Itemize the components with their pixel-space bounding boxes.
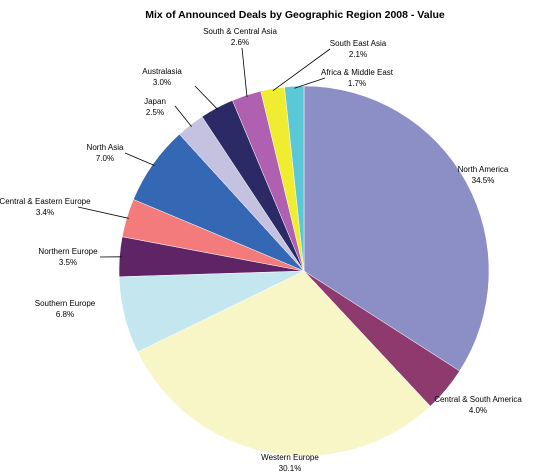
leader-line <box>194 85 219 110</box>
slice-label: Western Europe <box>261 453 319 462</box>
slice-label: Australasia <box>142 67 182 76</box>
leader-line <box>241 47 248 98</box>
pie-slice <box>137 270 431 457</box>
slice-value-label: 3.4% <box>36 208 54 217</box>
slice-value-label: 3.0% <box>153 78 171 87</box>
slice-value-label: 1.7% <box>348 79 366 88</box>
pie-slice <box>303 85 490 372</box>
pie-slice <box>284 85 305 272</box>
slice-value-label: 2.6% <box>231 38 249 47</box>
slice-label: Southern Europe <box>35 299 96 308</box>
slice-value-label: 2.1% <box>349 50 367 59</box>
slice-value-label: 3.5% <box>59 258 77 267</box>
slice-label: Central & Eastern Europe <box>0 197 91 206</box>
slice-value-label: 7.0% <box>96 154 114 163</box>
leader-line <box>77 206 129 219</box>
slice-label: Japan <box>144 97 166 106</box>
leader-line <box>272 48 331 91</box>
slice-label: Africa & Middle East <box>321 68 394 77</box>
slice-value-label: 34.5% <box>472 176 495 185</box>
slice-value-label: 4.0% <box>469 406 487 415</box>
slice-label: Central & South America <box>434 395 522 404</box>
slice-label: South East Asia <box>330 39 387 48</box>
leader-line <box>124 152 155 166</box>
slice-label: North Asia <box>87 143 124 152</box>
slice-value-label: 6.8% <box>56 310 74 319</box>
slice-label: Northern Europe <box>38 247 98 256</box>
leader-line <box>174 105 192 127</box>
leader-line <box>294 77 326 89</box>
slice-value-label: 30.1% <box>279 464 302 472</box>
slice-label: South & Central Asia <box>203 27 277 36</box>
chart-title: Mix of Announced Deals by Geographic Reg… <box>145 9 445 21</box>
slice-value-label: 2.5% <box>146 108 164 117</box>
slice-label: North America <box>458 165 509 174</box>
